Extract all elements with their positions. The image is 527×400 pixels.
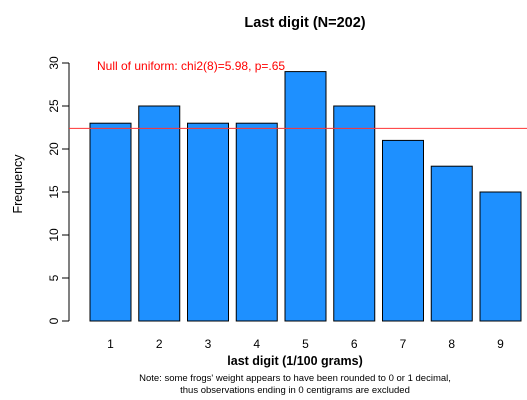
bar-8 — [430, 165, 473, 322]
annotation-text: Null of uniform: chi2(8)=5.98, p=.65 — [97, 59, 285, 73]
bar-6 — [333, 105, 376, 322]
x-tick-label: 3 — [205, 337, 212, 351]
x-tick-label: 5 — [302, 337, 309, 351]
note-line-2: thus observations ending in 0 centigrams… — [180, 385, 410, 396]
y-tick-label: 0 — [47, 317, 61, 324]
x-tick-labels: 1 2 3 4 5 6 7 8 9 — [107, 337, 504, 351]
y-tick-label: 15 — [47, 185, 61, 199]
bar-4 — [235, 122, 278, 322]
bar-9 — [479, 191, 522, 322]
y-axis-label: Frequency — [11, 154, 25, 214]
bar-7 — [382, 139, 424, 322]
y-tick-label: 10 — [47, 228, 61, 242]
x-tick-label: 4 — [253, 337, 260, 351]
note-line-1: Note: some frogs' weight appears to have… — [139, 373, 451, 384]
bar-3 — [187, 122, 229, 322]
y-axis: 0 5 10 15 20 25 30 — [47, 56, 70, 324]
bar-1 — [89, 122, 132, 322]
y-tick-label: 5 — [47, 274, 61, 281]
x-tick-label: 2 — [156, 337, 163, 351]
chart-title: Last digit (N=202) — [244, 15, 365, 31]
bars-group — [89, 71, 522, 322]
bar-5 — [284, 71, 327, 322]
x-axis-label: last digit (1/100 grams) — [227, 354, 362, 368]
y-tick-label: 30 — [47, 56, 61, 70]
x-tick-label: 1 — [107, 337, 114, 351]
x-tick-label: 7 — [400, 337, 407, 351]
x-tick-label: 6 — [351, 337, 358, 351]
x-tick-label: 9 — [497, 337, 504, 351]
bar-2 — [138, 105, 181, 322]
y-tick-label: 20 — [47, 142, 61, 156]
y-tick-label: 25 — [47, 99, 61, 113]
x-tick-label: 8 — [448, 337, 455, 351]
